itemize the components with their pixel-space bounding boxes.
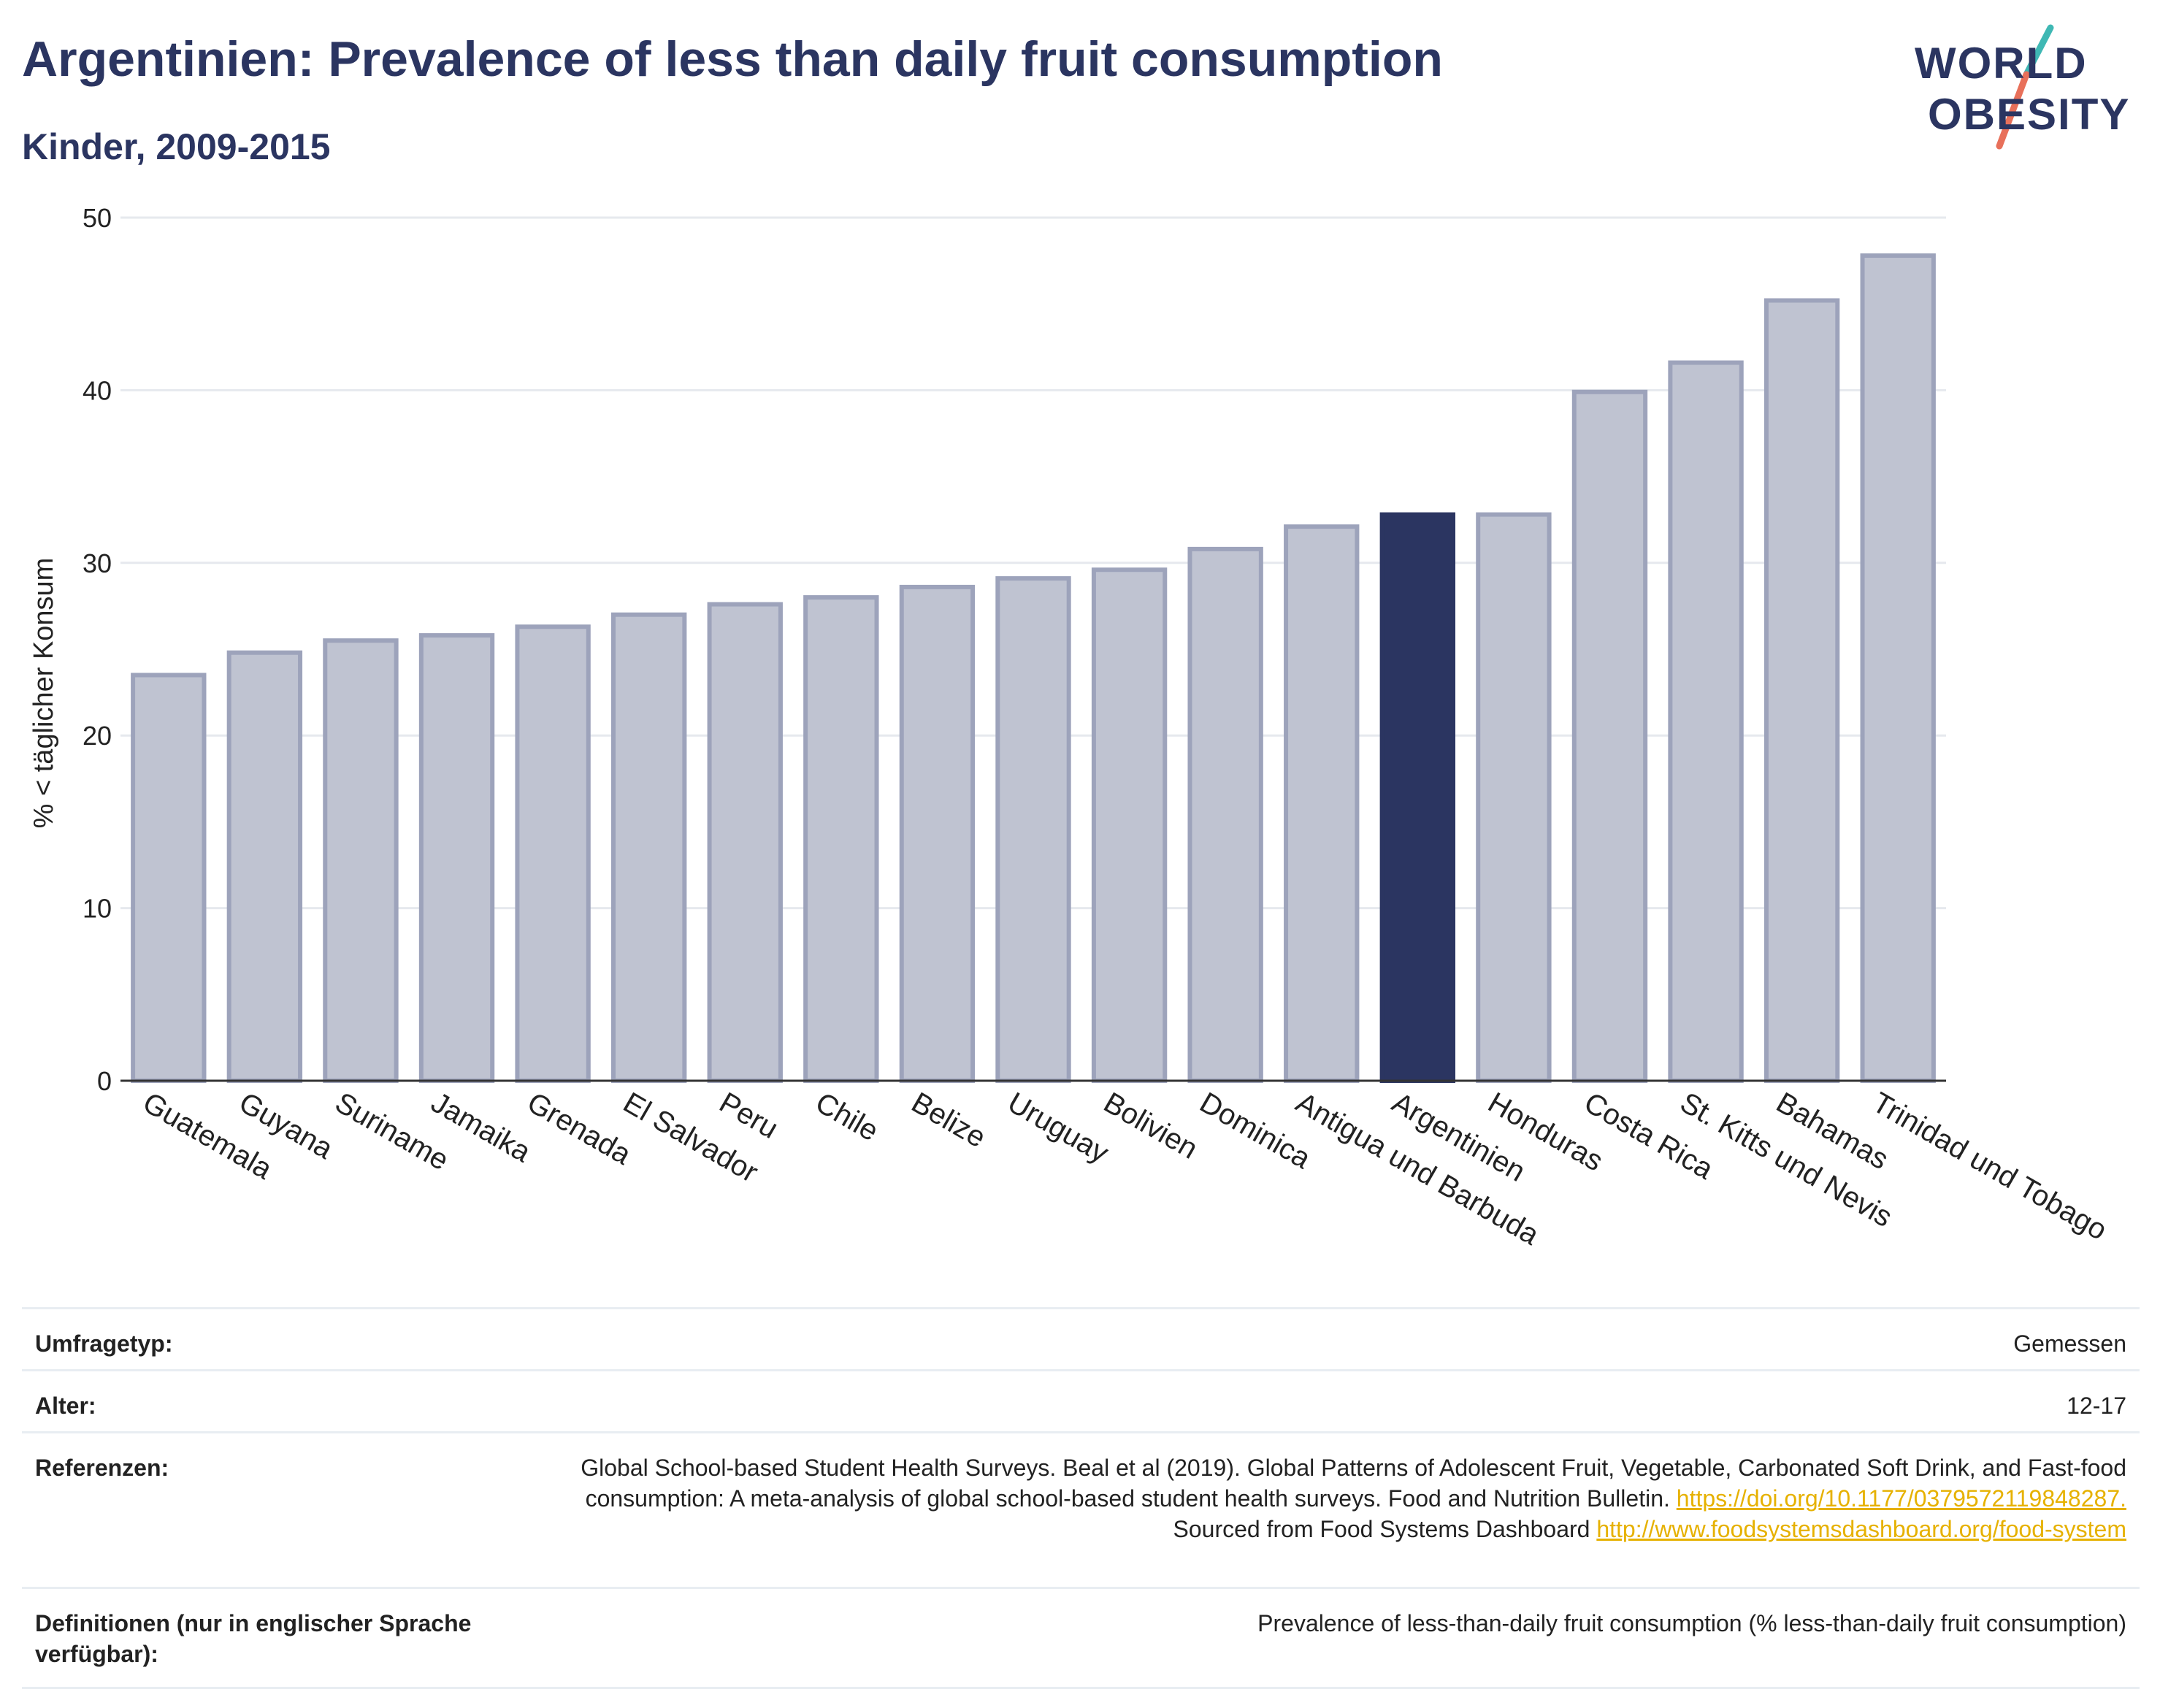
- survey-type-value: Gemessen: [2013, 1330, 2126, 1357]
- x-tick-label: Grenada: [522, 1087, 637, 1171]
- bar: [1571, 389, 1648, 1084]
- bar: [803, 595, 879, 1083]
- world-obesity-logo[interactable]: WORLD OBESITY: [1899, 22, 2147, 153]
- references-source-text: Sourced from Food Systems Dashboard: [1173, 1516, 1590, 1542]
- meta-row-references: Referenzen: Global School-based Student …: [22, 1431, 2140, 1587]
- meta-row-definitions: Definitionen (nur in englischer Sprache …: [22, 1587, 2140, 1689]
- y-tick-label: 40: [83, 375, 112, 405]
- bar: [131, 673, 207, 1083]
- bar: [1091, 567, 1168, 1083]
- y-tick-label: 30: [83, 548, 112, 578]
- y-axis-label: % < täglicher Konsum: [28, 558, 59, 829]
- food-systems-link[interactable]: http://www.foodsystemsdashboard.org/food…: [1596, 1516, 2126, 1542]
- definitions-label: Definitionen (nur in englischer Sprache …: [35, 1610, 472, 1667]
- bar: [418, 633, 495, 1083]
- references-label: Referenzen:: [35, 1455, 169, 1481]
- x-tick-label: Trinidad und Tobago: [1867, 1087, 2113, 1246]
- meta-row-survey: Umfragetyp: Gemessen: [22, 1307, 2140, 1369]
- bar: [899, 584, 976, 1083]
- definitions-value: Prevalence of less-than-daily fruit cons…: [1257, 1610, 2126, 1636]
- bar: [1379, 512, 1456, 1084]
- logo-text-obesity: OBESITY: [1928, 90, 2131, 139]
- age-value: 12-17: [2067, 1393, 2126, 1419]
- bar: [515, 624, 591, 1083]
- y-tick-label: 0: [97, 1066, 112, 1096]
- bar: [323, 638, 399, 1083]
- bar: [1668, 360, 1744, 1084]
- bar: [1284, 524, 1360, 1083]
- bar: [1763, 298, 1840, 1083]
- bar: [1187, 546, 1263, 1083]
- survey-type-label: Umfragetyp:: [35, 1330, 173, 1357]
- x-tick-label: Bolivien: [1098, 1087, 1203, 1165]
- bar: [1476, 512, 1552, 1084]
- age-label: Alter:: [35, 1393, 96, 1419]
- page-title: Argentinien: Prevalence of less than dai…: [22, 31, 1443, 87]
- doi-link[interactable]: https://doi.org/10.1177/0379572119848287…: [1676, 1485, 2126, 1512]
- logo-slash-icon: [1996, 24, 2054, 150]
- bar: [611, 612, 687, 1083]
- logo-text-world: WORLD: [1915, 39, 2088, 88]
- meta-row-age: Alter: 12-17: [22, 1369, 2140, 1431]
- x-tick-label: Peru: [714, 1087, 784, 1145]
- y-tick-label: 10: [83, 894, 112, 924]
- x-tick-label: Uruguay: [1003, 1087, 1114, 1170]
- references-text: Global School-based Student Health Surve…: [581, 1455, 2126, 1512]
- y-tick-label: 50: [83, 203, 112, 233]
- bar: [1860, 253, 1936, 1083]
- metadata-table: Umfragetyp: Gemessen Alter: 12-17 Refere…: [22, 1307, 2140, 1689]
- references-value: Global School-based Student Health Surve…: [532, 1452, 2126, 1587]
- page-subtitle: Kinder, 2009-2015: [22, 126, 331, 167]
- x-tick-label: Belize: [906, 1087, 991, 1154]
- x-tick-label: Chile: [810, 1087, 884, 1148]
- bar: [995, 576, 1071, 1083]
- bar: [226, 650, 303, 1083]
- bar: [707, 602, 783, 1083]
- y-tick-label: 20: [83, 721, 112, 751]
